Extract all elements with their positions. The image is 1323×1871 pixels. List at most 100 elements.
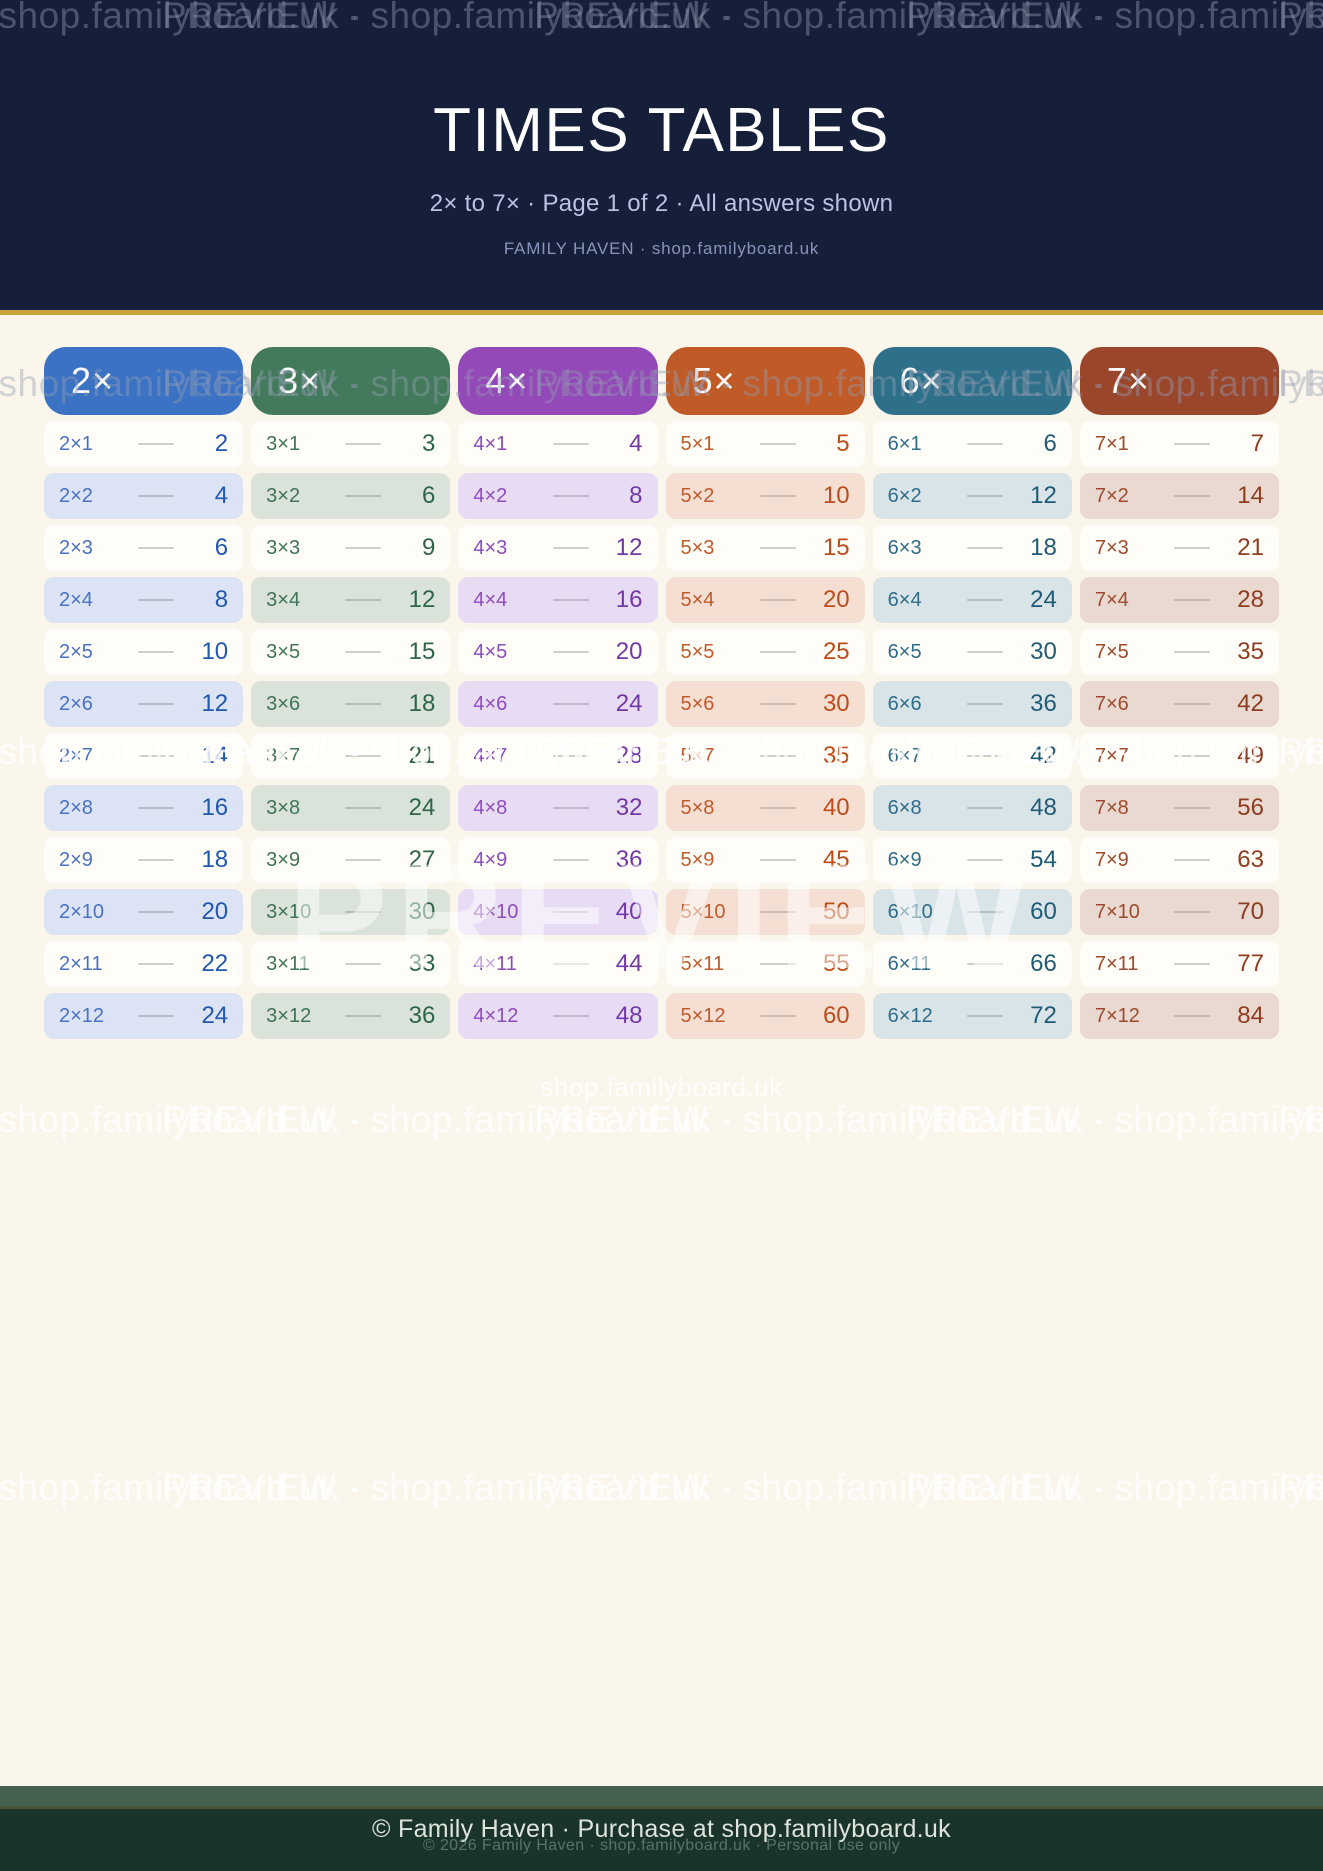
table-row: 3×1 3 <box>251 421 451 467</box>
answer-blank-line <box>138 443 175 445</box>
equation-label: 6×12 <box>887 1004 933 1027</box>
equation-label: 3×3 <box>266 536 301 559</box>
page-title: TIMES TABLES <box>433 96 890 165</box>
answer-value: 60 <box>1030 898 1057 925</box>
equation-label: 5×2 <box>680 484 715 507</box>
answer-blank-line <box>1174 755 1210 757</box>
footer-sage-band <box>0 1786 1323 1806</box>
table-row: 7×12 84 <box>1079 993 1279 1039</box>
answer-blank-line <box>138 963 175 965</box>
answer-blank-line <box>759 443 796 445</box>
times-table-column: 2× 2×1 2 2×2 4 2×3 6 2×4 8 2×5 10 2×6 12… <box>44 347 244 1045</box>
table-row: 6×11 66 <box>872 941 1072 987</box>
equation-label: 6×6 <box>887 692 922 715</box>
table-row: 4×8 32 <box>458 785 658 831</box>
answer-value: 15 <box>408 638 436 665</box>
answer-value: 66 <box>1030 950 1057 977</box>
answer-value: 44 <box>615 950 643 977</box>
equation-label: 3×4 <box>266 588 301 611</box>
answer-value: 48 <box>615 1002 643 1029</box>
table-row: 2×3 6 <box>44 525 244 571</box>
answer-value: 18 <box>1030 534 1057 561</box>
equation-label: 2×11 <box>59 952 103 975</box>
answer-value: 16 <box>201 794 229 821</box>
answer-value: 54 <box>1030 846 1057 873</box>
answer-value: 28 <box>615 742 643 769</box>
equation-label: 3×6 <box>266 692 301 715</box>
equation-label: 6×9 <box>887 848 922 871</box>
answer-value: 40 <box>822 794 850 821</box>
answer-blank-line <box>1174 911 1210 913</box>
table-rows: 5×1 5 5×2 10 5×3 15 5×4 20 5×5 25 5×6 30… <box>665 421 865 1039</box>
table-row: 4×9 36 <box>458 837 658 883</box>
answer-blank-line <box>345 495 382 497</box>
footer-olive-rule <box>0 1806 1323 1809</box>
table-row: 3×2 6 <box>251 473 451 519</box>
table-row: 2×11 22 <box>44 941 244 987</box>
table-row: 6×7 42 <box>872 733 1072 779</box>
table-row: 2×2 4 <box>44 473 244 519</box>
table-row: 6×4 24 <box>872 577 1072 623</box>
equation-label: 3×5 <box>266 640 301 663</box>
equation-label: 2×4 <box>59 588 93 611</box>
equation-label: 6×2 <box>887 484 922 507</box>
equation-label: 5×5 <box>680 640 715 663</box>
table-row: 7×7 49 <box>1079 733 1279 779</box>
answer-value: 3 <box>421 430 436 457</box>
equation-label: 4×9 <box>473 848 508 871</box>
equation-label: 2×10 <box>59 900 105 923</box>
table-header-pill: 2× <box>44 347 244 415</box>
answer-value: 48 <box>1030 794 1057 821</box>
answer-value: 2 <box>214 430 229 457</box>
table-row: 5×6 30 <box>665 681 865 727</box>
answer-value: 12 <box>1030 482 1057 509</box>
table-row: 2×10 20 <box>44 889 244 935</box>
table-rows: 7×1 7 7×2 14 7×3 21 7×4 28 7×5 35 7×6 42… <box>1079 421 1279 1039</box>
equation-label: 3×1 <box>266 432 301 455</box>
table-row: 5×3 15 <box>665 525 865 571</box>
table-row: 6×10 60 <box>872 889 1072 935</box>
answer-value: 24 <box>1030 586 1057 613</box>
answer-value: 15 <box>822 534 850 561</box>
answer-blank-line <box>345 807 382 809</box>
table-row: 7×2 14 <box>1079 473 1279 519</box>
answer-value: 4 <box>629 430 643 457</box>
answer-value: 28 <box>1237 586 1264 613</box>
answer-value: 10 <box>201 638 229 665</box>
equation-label: 4×1 <box>473 432 508 455</box>
table-row: 3×6 18 <box>251 681 451 727</box>
equation-label: 4×12 <box>473 1004 519 1027</box>
answer-blank-line <box>966 911 1003 913</box>
answer-value: 77 <box>1237 950 1264 977</box>
equation-label: 5×6 <box>680 692 715 715</box>
answer-value: 6 <box>1043 430 1057 457</box>
equation-label: 3×8 <box>266 796 301 819</box>
equation-label: 2×6 <box>59 692 93 715</box>
table-row: 5×10 50 <box>665 889 865 935</box>
answer-blank-line <box>552 703 589 705</box>
table-row: 5×8 40 <box>665 785 865 831</box>
answer-value: 49 <box>1237 742 1264 769</box>
answer-blank-line <box>345 1015 382 1017</box>
equation-label: 7×12 <box>1094 1004 1140 1027</box>
answer-blank-line <box>1174 651 1210 653</box>
answer-blank-line <box>138 1015 175 1017</box>
equation-label: 7×2 <box>1094 484 1129 507</box>
equation-label: 4×4 <box>473 588 508 611</box>
equation-label: 3×11 <box>266 952 310 975</box>
equation-label: 2×12 <box>59 1004 105 1027</box>
answer-value: 18 <box>201 846 229 873</box>
answer-blank-line <box>552 547 589 549</box>
answer-blank-line <box>759 547 796 549</box>
answer-value: 40 <box>615 898 643 925</box>
answer-value: 8 <box>214 586 229 613</box>
answer-value: 12 <box>408 586 436 613</box>
table-row: 6×9 54 <box>872 837 1072 883</box>
table-row: 5×4 20 <box>665 577 865 623</box>
answer-blank-line <box>552 807 589 809</box>
answer-blank-line <box>1174 1015 1210 1017</box>
answer-blank-line <box>966 963 1003 965</box>
answer-value: 16 <box>615 586 643 613</box>
answer-blank-line <box>138 495 175 497</box>
table-row: 6×2 12 <box>872 473 1072 519</box>
